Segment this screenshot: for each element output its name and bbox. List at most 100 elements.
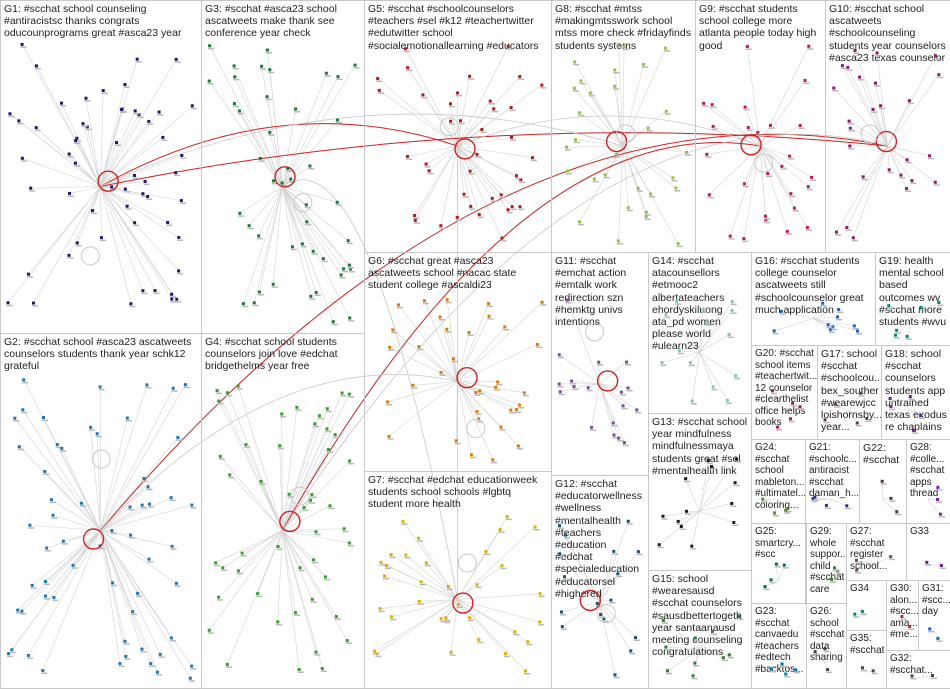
node[interactable] [861, 666, 864, 669]
node[interactable] [303, 506, 306, 509]
node[interactable] [440, 617, 443, 620]
node[interactable] [766, 172, 769, 175]
node[interactable] [793, 207, 796, 210]
node[interactable] [637, 187, 640, 190]
node[interactable] [452, 357, 455, 360]
node[interactable] [826, 668, 829, 671]
node[interactable] [141, 504, 144, 507]
node[interactable] [910, 674, 913, 677]
node[interactable] [60, 102, 63, 105]
node[interactable] [124, 655, 127, 658]
node[interactable] [518, 75, 521, 78]
node[interactable] [501, 237, 504, 240]
node[interactable] [478, 213, 481, 216]
node[interactable] [266, 49, 269, 52]
node[interactable] [934, 181, 937, 184]
node[interactable] [7, 301, 10, 304]
node[interactable] [177, 236, 180, 239]
node[interactable] [899, 174, 902, 177]
node[interactable] [31, 584, 34, 587]
node[interactable] [60, 447, 63, 450]
node[interactable] [711, 630, 714, 633]
node[interactable] [469, 170, 472, 173]
node[interactable] [142, 477, 145, 480]
node[interactable] [260, 480, 263, 483]
node[interactable] [799, 124, 802, 127]
node[interactable] [480, 128, 483, 131]
node[interactable] [476, 583, 479, 586]
node[interactable] [82, 122, 85, 125]
node[interactable] [865, 417, 868, 420]
node[interactable] [518, 205, 521, 208]
node[interactable] [170, 636, 173, 639]
node[interactable] [376, 77, 379, 80]
node[interactable] [404, 553, 407, 556]
node[interactable] [449, 120, 452, 123]
node[interactable] [789, 417, 792, 420]
node[interactable] [734, 374, 737, 377]
node[interactable] [62, 540, 65, 543]
node[interactable] [573, 385, 576, 388]
node[interactable] [590, 426, 593, 429]
node[interactable] [110, 529, 113, 532]
node[interactable] [872, 669, 875, 672]
node[interactable] [470, 453, 473, 456]
node[interactable] [175, 298, 178, 301]
node[interactable] [74, 162, 77, 165]
node[interactable] [729, 235, 732, 238]
node[interactable] [510, 136, 513, 139]
node[interactable] [43, 470, 46, 473]
node[interactable] [314, 651, 317, 654]
node[interactable] [16, 609, 19, 612]
node[interactable] [379, 607, 382, 610]
node[interactable] [233, 102, 236, 105]
node[interactable] [445, 328, 448, 331]
node[interactable] [492, 107, 495, 110]
node[interactable] [411, 384, 414, 387]
node[interactable] [425, 163, 428, 166]
node[interactable] [565, 146, 568, 149]
node[interactable] [237, 385, 240, 388]
node[interactable] [518, 404, 521, 407]
node[interactable] [770, 667, 773, 670]
node[interactable] [450, 651, 453, 654]
node[interactable] [391, 328, 394, 331]
node[interactable] [939, 513, 942, 516]
node[interactable] [677, 520, 680, 523]
node[interactable] [666, 669, 669, 672]
node[interactable] [126, 417, 129, 420]
node[interactable] [837, 308, 840, 311]
node[interactable] [558, 353, 561, 356]
node[interactable] [134, 109, 137, 112]
node[interactable] [348, 264, 351, 267]
node[interactable] [118, 662, 121, 665]
node[interactable] [147, 120, 150, 123]
node[interactable] [35, 126, 38, 129]
node[interactable] [494, 386, 497, 389]
node[interactable] [325, 72, 328, 75]
node[interactable] [784, 509, 787, 512]
node[interactable] [20, 610, 23, 613]
node[interactable] [294, 108, 297, 111]
node[interactable] [390, 553, 393, 556]
node[interactable] [928, 154, 931, 157]
node[interactable] [925, 561, 928, 564]
node[interactable] [662, 619, 665, 622]
node[interactable] [147, 485, 150, 488]
node[interactable] [664, 47, 667, 50]
node[interactable] [861, 610, 864, 613]
node[interactable] [691, 399, 694, 402]
node[interactable] [888, 168, 891, 171]
node[interactable] [905, 187, 908, 190]
node[interactable] [336, 201, 339, 204]
node[interactable] [373, 650, 376, 653]
node[interactable] [27, 654, 30, 657]
node[interactable] [558, 382, 561, 385]
node[interactable] [515, 174, 518, 177]
node[interactable] [526, 640, 529, 643]
node[interactable] [301, 242, 304, 245]
node[interactable] [348, 393, 351, 396]
node[interactable] [507, 208, 510, 211]
node[interactable] [617, 43, 620, 46]
node[interactable] [334, 433, 337, 436]
